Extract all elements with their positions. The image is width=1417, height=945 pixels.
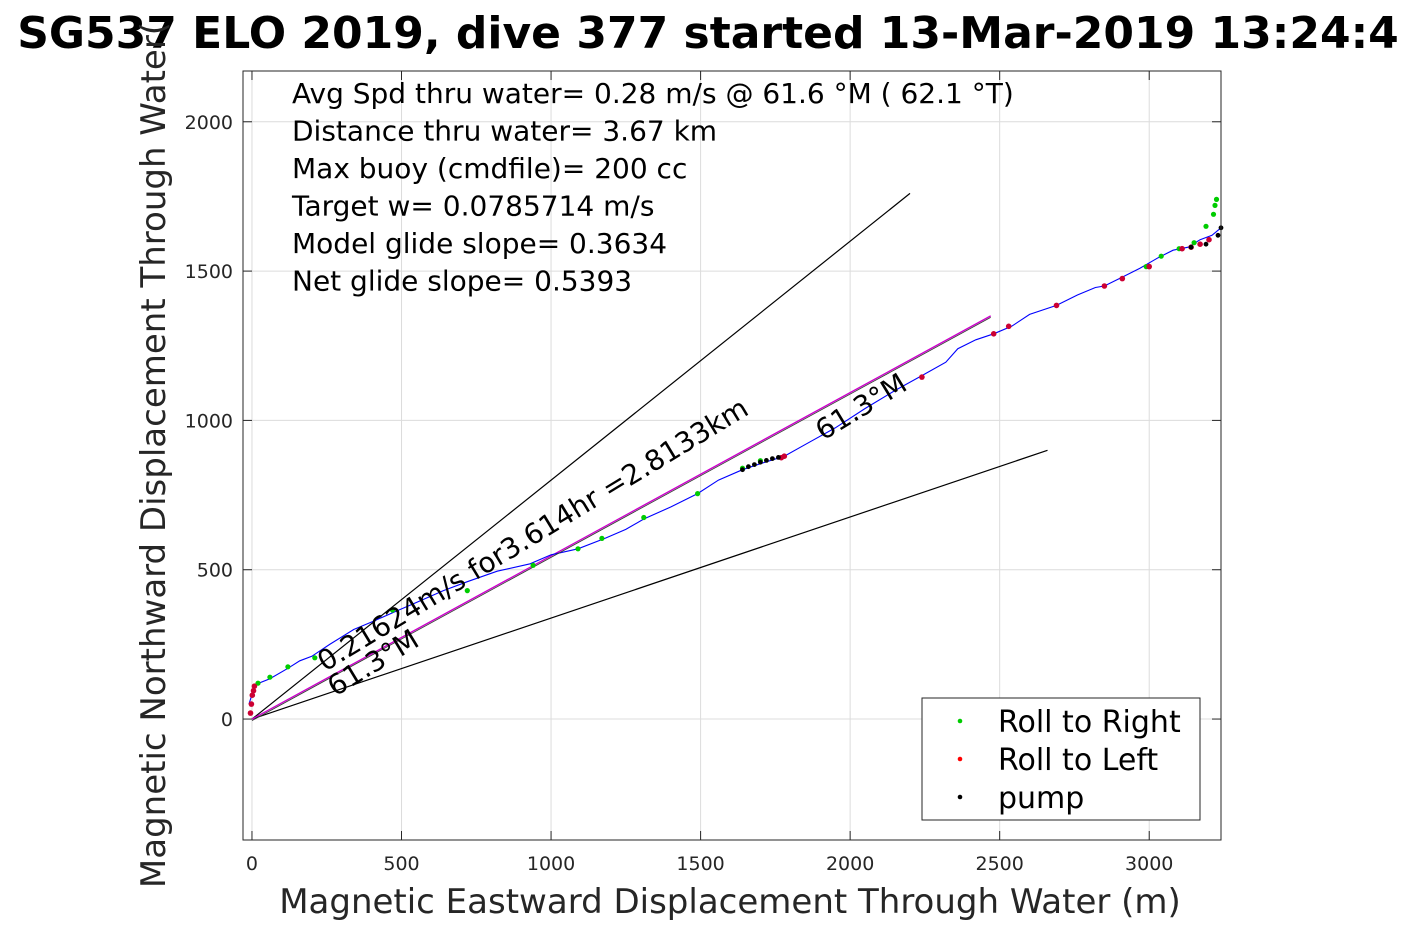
legend-label: pump	[998, 781, 1084, 816]
roll-left-point	[1005, 323, 1012, 330]
pump-point	[740, 467, 745, 473]
roll-left-point	[1206, 236, 1212, 243]
roll-right-point	[641, 514, 647, 521]
roll-right-point	[389, 607, 396, 613]
roll-right-point	[464, 588, 470, 594]
y-tick-label: 2000	[185, 112, 233, 134]
roll-left-point	[990, 331, 997, 337]
roll-right-point	[575, 546, 581, 552]
x-tick-label: 1500	[676, 853, 724, 875]
stats-block: Avg Spd thru water= 0.28 m/s @ 61.6 °M (…	[291, 77, 1014, 298]
x-tick-label: 500	[383, 853, 419, 875]
pump-point	[746, 464, 751, 470]
stat-line: Model glide slope= 0.3634	[292, 227, 667, 260]
legend-label: Roll to Right	[998, 705, 1181, 740]
stat-line: Target w= 0.0785714 m/s	[291, 190, 654, 223]
roll-left-point	[1053, 302, 1060, 309]
legend-marker	[957, 794, 963, 800]
axis-ticks: 0 500 1000 1500 2000 2500 3000 0 500 1000 1500 2000	[185, 71, 1221, 875]
pump-point	[776, 455, 781, 460]
legend-box	[921, 697, 1201, 821]
pump-point	[764, 458, 769, 463]
stat-line: Distance thru water= 3.67 km	[292, 115, 717, 148]
roll-left-point	[1197, 241, 1203, 247]
y-tick-label: 500	[197, 560, 233, 582]
roll-right-point	[1191, 240, 1197, 246]
roll-left-point	[1101, 283, 1108, 289]
heading-line	[251, 315, 992, 720]
roll-right-point	[267, 674, 273, 680]
legend-marker	[957, 718, 963, 724]
roll-right-point	[255, 680, 261, 686]
roll-right-point	[1203, 223, 1209, 229]
glide-line-upper	[251, 192, 911, 720]
y-tick-label: 1500	[185, 261, 233, 283]
roll-left-point	[249, 692, 256, 698]
series-points	[247, 196, 1224, 716]
roll-left-point	[248, 701, 255, 707]
roll-left-point	[247, 710, 254, 716]
roll-left-point	[919, 374, 925, 380]
roll-left-point	[1146, 263, 1152, 270]
pump-point	[758, 459, 763, 465]
pump-point	[1188, 244, 1194, 250]
x-tick-label: 3000	[1125, 853, 1173, 875]
x-tick-label: 0	[246, 853, 258, 875]
roll-right-point	[1210, 211, 1217, 217]
x-axis-label: Magnetic Eastward Displacement Through W…	[279, 882, 1181, 922]
roll-left-point	[250, 687, 257, 694]
pump-point	[1203, 241, 1209, 247]
y-axis-label: Magnetic Northward Displacement Through …	[134, 22, 174, 888]
roll-right-point	[695, 491, 701, 497]
heading-line-shadow	[251, 317, 991, 721]
roll-right-point	[312, 655, 318, 661]
pump-point	[752, 462, 757, 467]
x-tick-label: 2500	[975, 853, 1023, 875]
roll-right-point	[599, 535, 605, 542]
x-tick-label: 2000	[826, 853, 874, 875]
pump-point	[770, 456, 775, 461]
x-tick-label: 1000	[527, 853, 575, 875]
roll-left-point	[781, 453, 788, 460]
roll-left-point	[251, 683, 258, 689]
stat-line: Avg Spd thru water= 0.28 m/s @ 61.6 °M (…	[292, 77, 1014, 110]
roll-right-point	[285, 664, 291, 670]
legend-label: Roll to Left	[998, 743, 1158, 778]
roll-left-point	[1179, 245, 1185, 252]
chart-title: SG537 ELO 2019, dive 377 started 13-Mar-…	[17, 8, 1399, 59]
roll-left-point	[1119, 275, 1126, 282]
legend-marker	[957, 756, 963, 762]
roll-right-point	[1213, 196, 1220, 202]
pump-point	[1215, 232, 1221, 238]
y-tick-label: 1000	[185, 410, 233, 432]
y-tick-label: 0	[221, 709, 233, 731]
stat-line: Net glide slope= 0.5393	[292, 265, 632, 298]
plot-frame	[242, 70, 1222, 841]
stat-line: Max buoy (cmdfile)= 200 cc	[292, 152, 687, 185]
glide-line-lower	[251, 449, 1048, 720]
roll-right-point	[1158, 253, 1164, 259]
roll-right-point	[1212, 202, 1218, 208]
roll-right-point	[530, 562, 536, 568]
